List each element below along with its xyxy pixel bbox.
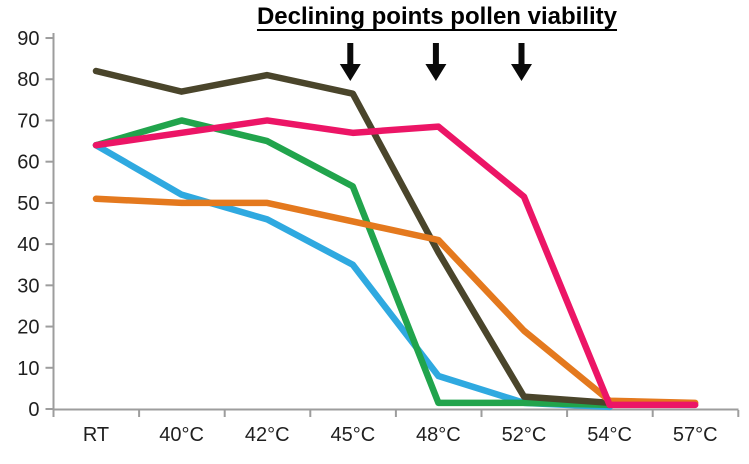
series-line-orange (92, 195, 699, 407)
x-axis-label: 48°C (416, 424, 461, 446)
y-axis-label: 70 (17, 110, 39, 132)
y-axis-label: 10 (17, 358, 39, 380)
y-axis-label: 20 (17, 317, 39, 339)
y-axis-label: 30 (17, 275, 39, 297)
series-line-olive (92, 67, 613, 407)
x-axis-label: 40°C (159, 424, 204, 446)
x-axis-label: 57°C (673, 424, 718, 446)
y-axis-label: 40 (17, 234, 39, 256)
x-axis-label: RT (83, 424, 109, 446)
down-arrow-icon (425, 43, 447, 81)
x-axis-label: 52°C (502, 424, 547, 446)
y-axis-label: 50 (17, 193, 39, 215)
x-axis-label: 45°C (330, 424, 375, 446)
y-axis-label: 80 (17, 69, 39, 91)
down-arrow-icon (339, 43, 361, 81)
y-axis-label: 90 (17, 28, 39, 50)
chart-title: Declining points pollen viability (256, 3, 618, 30)
x-axis-label: 54°C (587, 424, 632, 446)
x-axis-label: 42°C (245, 424, 290, 446)
series-line-green (92, 117, 613, 409)
y-axis-label: 0 (28, 399, 39, 421)
series-line-pink (92, 117, 699, 409)
y-axis-label: 60 (17, 152, 39, 174)
down-arrow-icon (511, 43, 532, 81)
